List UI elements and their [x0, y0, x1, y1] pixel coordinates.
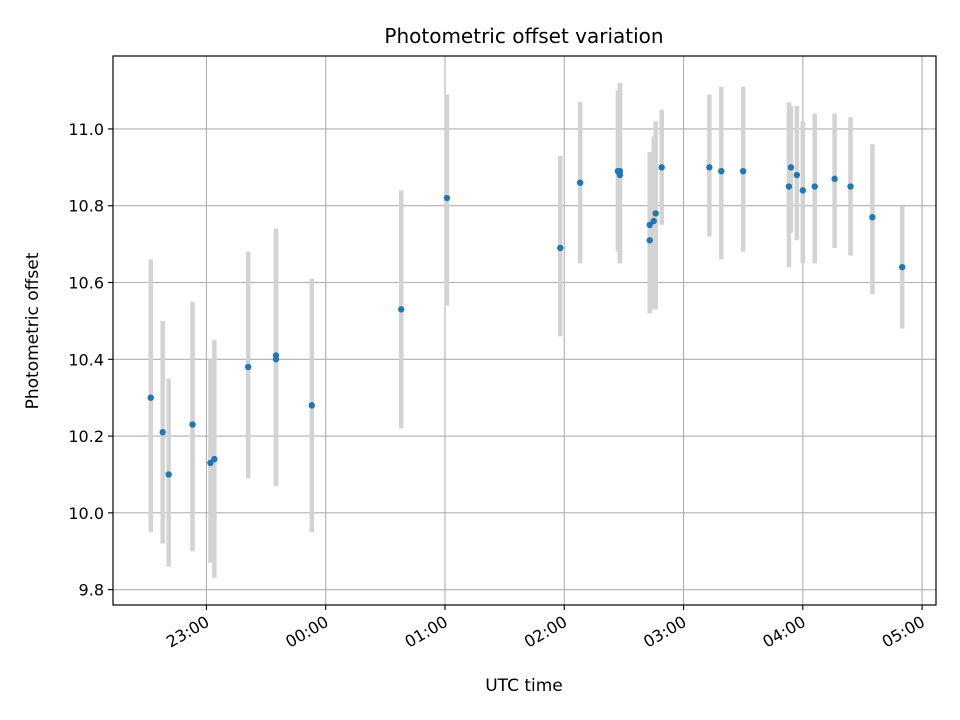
data-point — [658, 164, 665, 171]
data-point — [147, 394, 154, 401]
data-points — [147, 164, 906, 478]
y-tick-label: 10.0 — [68, 504, 104, 523]
data-point — [869, 214, 876, 221]
data-point — [646, 221, 653, 229]
data-point — [652, 210, 659, 217]
data-point — [793, 171, 801, 179]
data-point — [244, 363, 252, 371]
data-point — [899, 263, 906, 271]
y-tick-label: 9.8 — [79, 581, 104, 600]
data-point — [811, 183, 818, 190]
data-point — [443, 194, 451, 202]
data-point — [207, 459, 214, 467]
y-tick-label: 10.8 — [68, 197, 104, 216]
data-point — [159, 429, 166, 436]
data-point — [718, 167, 725, 175]
y-axis-title: Photometric offset — [23, 252, 43, 409]
data-point — [189, 421, 196, 428]
x-axis-title: UTC time — [485, 676, 563, 696]
data-point — [165, 471, 172, 478]
data-point — [576, 179, 584, 186]
y-tick-label: 10.2 — [68, 427, 104, 446]
data-point — [799, 187, 807, 194]
data-point — [272, 352, 280, 359]
data-point — [646, 237, 653, 244]
data-point — [616, 167, 624, 175]
data-point — [706, 164, 713, 171]
y-tick-label: 11.0 — [68, 120, 104, 139]
data-point — [831, 175, 838, 183]
data-point — [557, 244, 564, 252]
data-point — [739, 167, 747, 175]
y-tick-label: 10.4 — [68, 350, 104, 369]
data-point — [847, 183, 854, 190]
y-tick-label: 10.6 — [68, 274, 104, 293]
data-point — [785, 183, 793, 190]
data-point — [398, 306, 405, 313]
data-point — [787, 164, 795, 171]
plot-frame — [112, 55, 937, 606]
data-point — [308, 402, 315, 409]
y-axis: 9.8 10.0 10.2 10.4 10.6 10.8 11.0 — [68, 120, 113, 600]
chart-title: Photometric offset variation — [384, 24, 663, 48]
data-point — [211, 455, 218, 463]
data-point — [650, 217, 657, 225]
